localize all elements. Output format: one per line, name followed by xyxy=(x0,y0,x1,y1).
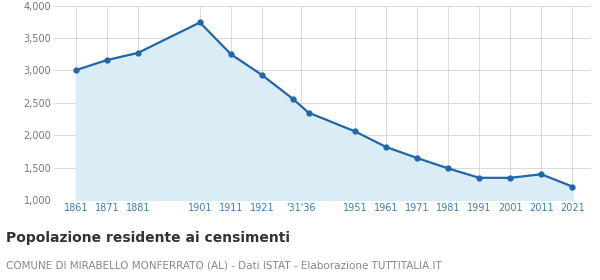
Text: COMUNE DI MIRABELLO MONFERRATO (AL) - Dati ISTAT - Elaborazione TUTTITALIA.IT: COMUNE DI MIRABELLO MONFERRATO (AL) - Da… xyxy=(6,260,442,270)
Text: Popolazione residente ai censimenti: Popolazione residente ai censimenti xyxy=(6,231,290,245)
